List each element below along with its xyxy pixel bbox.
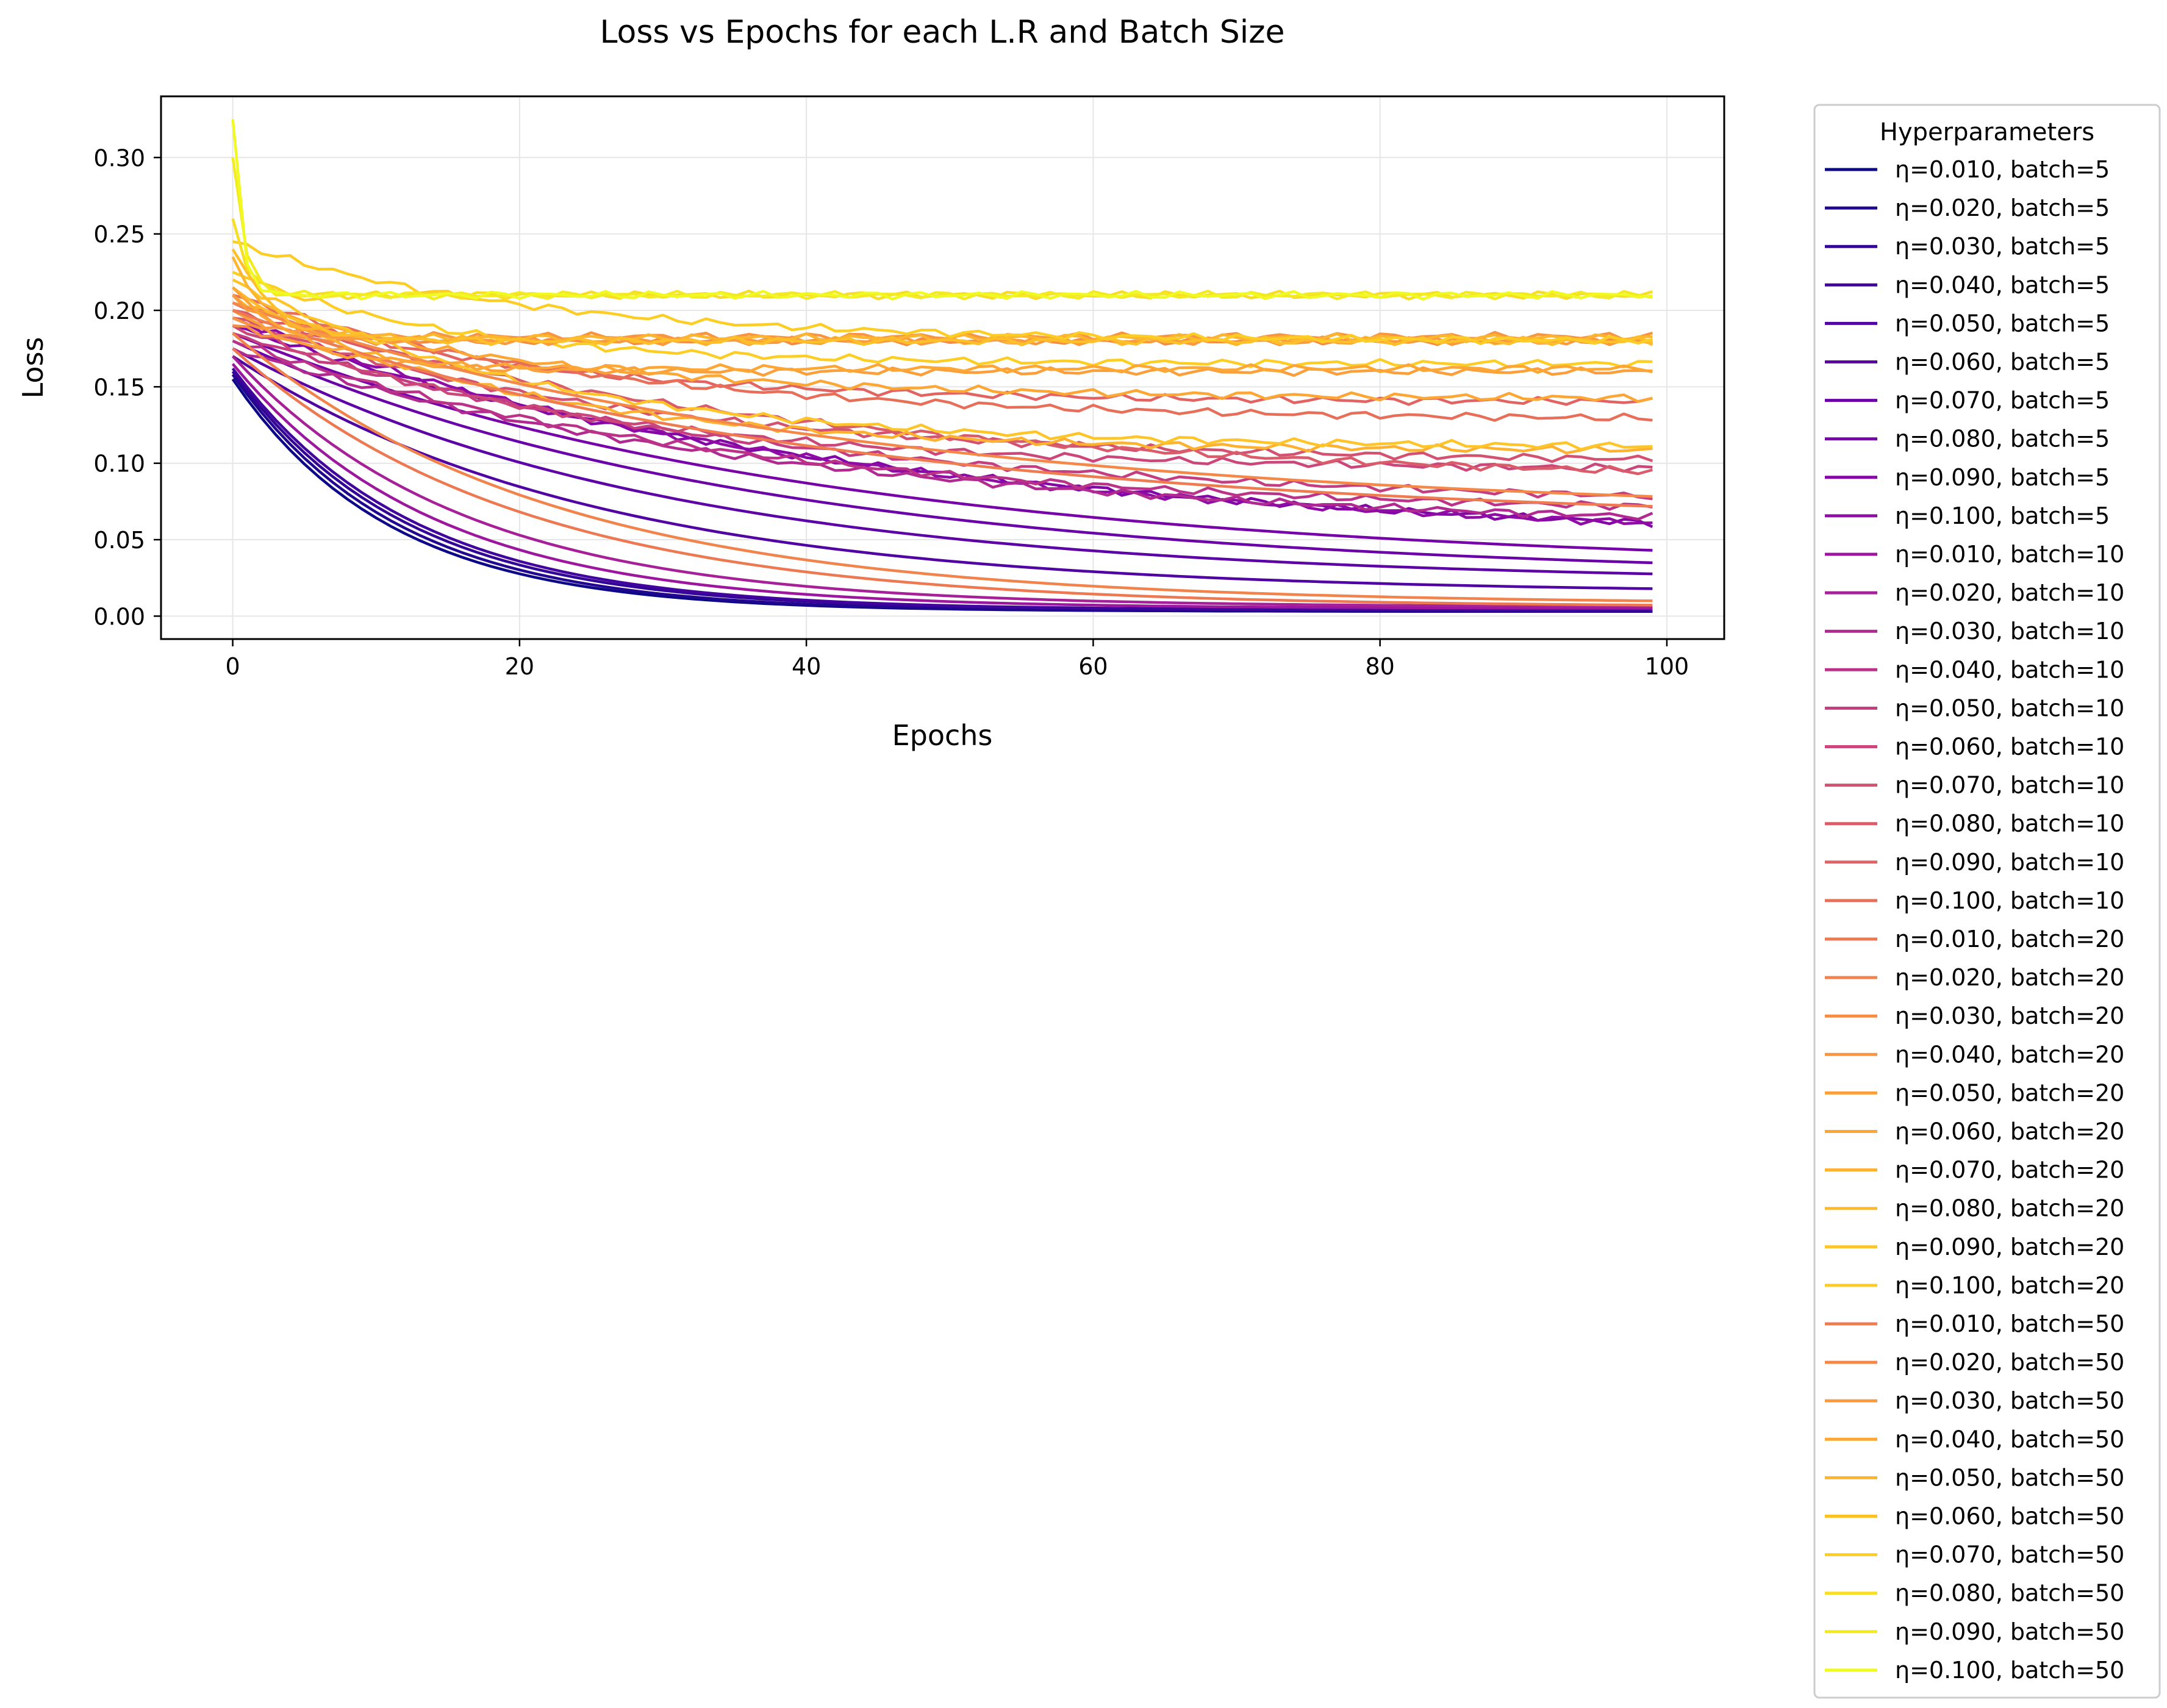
series-line — [231, 363, 1653, 610]
series-line — [232, 332, 1653, 602]
series-line — [232, 240, 1653, 345]
x-axis-ticks: 0 20 40 60 80 100 — [225, 639, 1689, 680]
x-tick-label: 40 — [792, 653, 821, 680]
series-line — [232, 278, 1653, 451]
x-tick-label: 60 — [1078, 653, 1108, 680]
legend-label: η=0.090, batch=20 — [1895, 1234, 2124, 1260]
y-tick-label: 0.25 — [93, 221, 145, 248]
legend-label: η=0.010, batch=50 — [1895, 1310, 2124, 1337]
plot-area — [160, 95, 1725, 640]
series-line — [232, 324, 1653, 473]
series-line — [232, 347, 1653, 576]
legend-label: η=0.040, batch=50 — [1895, 1426, 2124, 1453]
legend-box — [1813, 104, 2161, 1699]
legend-label: η=0.030, batch=5 — [1895, 233, 2110, 260]
legend-label: η=0.010, batch=10 — [1895, 541, 2124, 568]
legend-label: η=0.060, batch=20 — [1895, 1118, 2124, 1145]
series-line — [232, 347, 1653, 521]
legend-label: η=0.080, batch=10 — [1895, 810, 2124, 837]
series-line — [231, 256, 1653, 343]
x-tick-label: 0 — [225, 653, 240, 680]
legend: Hyperparameters η=0.010, batch=5 η=0.020,… — [1813, 104, 2161, 1699]
series-line — [232, 294, 1653, 455]
y-axis-ticks: 0.00 0.05 0.10 0.15 0.20 0.25 0.30 — [93, 145, 161, 630]
series-line — [232, 316, 1653, 526]
legend-label: η=0.100, batch=5 — [1895, 502, 2110, 529]
legend-label: η=0.060, batch=50 — [1895, 1503, 2124, 1530]
series-line — [232, 309, 1653, 508]
legend-label: η=0.020, batch=20 — [1895, 964, 2124, 991]
legend-label: η=0.060, batch=5 — [1895, 349, 2110, 376]
legend-title: Hyperparameters — [1880, 118, 2094, 146]
series-line — [231, 157, 1653, 301]
x-tick-label: 80 — [1365, 653, 1394, 680]
legend-label: η=0.070, batch=10 — [1895, 772, 2124, 799]
series-line — [232, 301, 1653, 406]
x-axis-label: Epochs — [892, 719, 993, 752]
legend-label: η=0.030, batch=20 — [1895, 1002, 2124, 1029]
legend-label: η=0.050, batch=50 — [1895, 1464, 2124, 1491]
legend-label: η=0.080, batch=5 — [1895, 426, 2110, 452]
legend-label: η=0.040, batch=5 — [1895, 271, 2110, 298]
legend-label: η=0.030, batch=10 — [1895, 618, 2124, 645]
legend-label: η=0.020, batch=50 — [1895, 1349, 2124, 1376]
legend-label: η=0.020, batch=10 — [1895, 579, 2124, 606]
legend-label: η=0.010, batch=20 — [1895, 926, 2124, 952]
series-line — [231, 119, 1653, 301]
legend-label: η=0.090, batch=50 — [1895, 1618, 2124, 1645]
legend-label: η=0.050, batch=5 — [1895, 310, 2110, 337]
series-lines — [231, 119, 1653, 613]
legend-label: η=0.010, batch=5 — [1895, 156, 2110, 183]
legend-label: η=0.100, batch=10 — [1895, 887, 2124, 914]
legend-label: η=0.040, batch=10 — [1895, 656, 2124, 683]
y-tick-label: 0.10 — [93, 451, 145, 477]
series-line — [231, 367, 1653, 612]
legend-label: η=0.080, batch=20 — [1895, 1195, 2124, 1222]
legend-label: η=0.050, batch=20 — [1895, 1079, 2124, 1106]
series-line — [232, 355, 1653, 590]
series-line — [231, 218, 1653, 301]
y-tick-label: 0.15 — [93, 374, 145, 401]
series-line — [232, 340, 1653, 565]
legend-label: η=0.090, batch=10 — [1895, 849, 2124, 876]
series-line — [232, 271, 1653, 369]
legend-label: η=0.030, batch=50 — [1895, 1387, 2124, 1414]
legend-label: η=0.020, batch=5 — [1895, 195, 2110, 221]
legend-label: η=0.040, batch=20 — [1895, 1041, 2124, 1068]
legend-entries: η=0.010, batch=5 η=0.020, batch=5 η=0.030,… — [1825, 156, 2124, 1684]
legend-label: η=0.100, batch=50 — [1895, 1657, 2124, 1684]
legend-label: η=0.070, batch=20 — [1895, 1157, 2124, 1184]
series-line — [232, 340, 1653, 511]
legend-label: η=0.070, batch=50 — [1895, 1542, 2124, 1568]
series-line — [232, 348, 1653, 607]
legend-label: η=0.100, batch=20 — [1895, 1272, 2124, 1299]
legend-label: η=0.070, batch=5 — [1895, 387, 2110, 414]
series-line — [232, 286, 1653, 374]
legend-label: η=0.090, batch=5 — [1895, 464, 2110, 491]
legend-label: η=0.080, batch=50 — [1895, 1580, 2124, 1607]
x-tick-label: 100 — [1645, 653, 1689, 680]
legend-label: η=0.060, batch=10 — [1895, 734, 2124, 760]
y-tick-label: 0.20 — [93, 298, 145, 324]
y-tick-label: 0.05 — [93, 527, 145, 554]
legend-label: η=0.050, batch=10 — [1895, 695, 2124, 721]
y-tick-label: 0.00 — [93, 603, 145, 630]
chart-title: Loss vs Epochs for each L.R and Batch Si… — [600, 14, 1284, 51]
x-tick-label: 20 — [505, 653, 534, 680]
series-line — [231, 355, 1653, 608]
series-line — [232, 301, 1653, 403]
series-line — [232, 301, 1653, 498]
y-tick-label: 0.30 — [93, 145, 145, 171]
series-line — [231, 373, 1653, 613]
y-axis-label: Loss — [16, 337, 49, 399]
